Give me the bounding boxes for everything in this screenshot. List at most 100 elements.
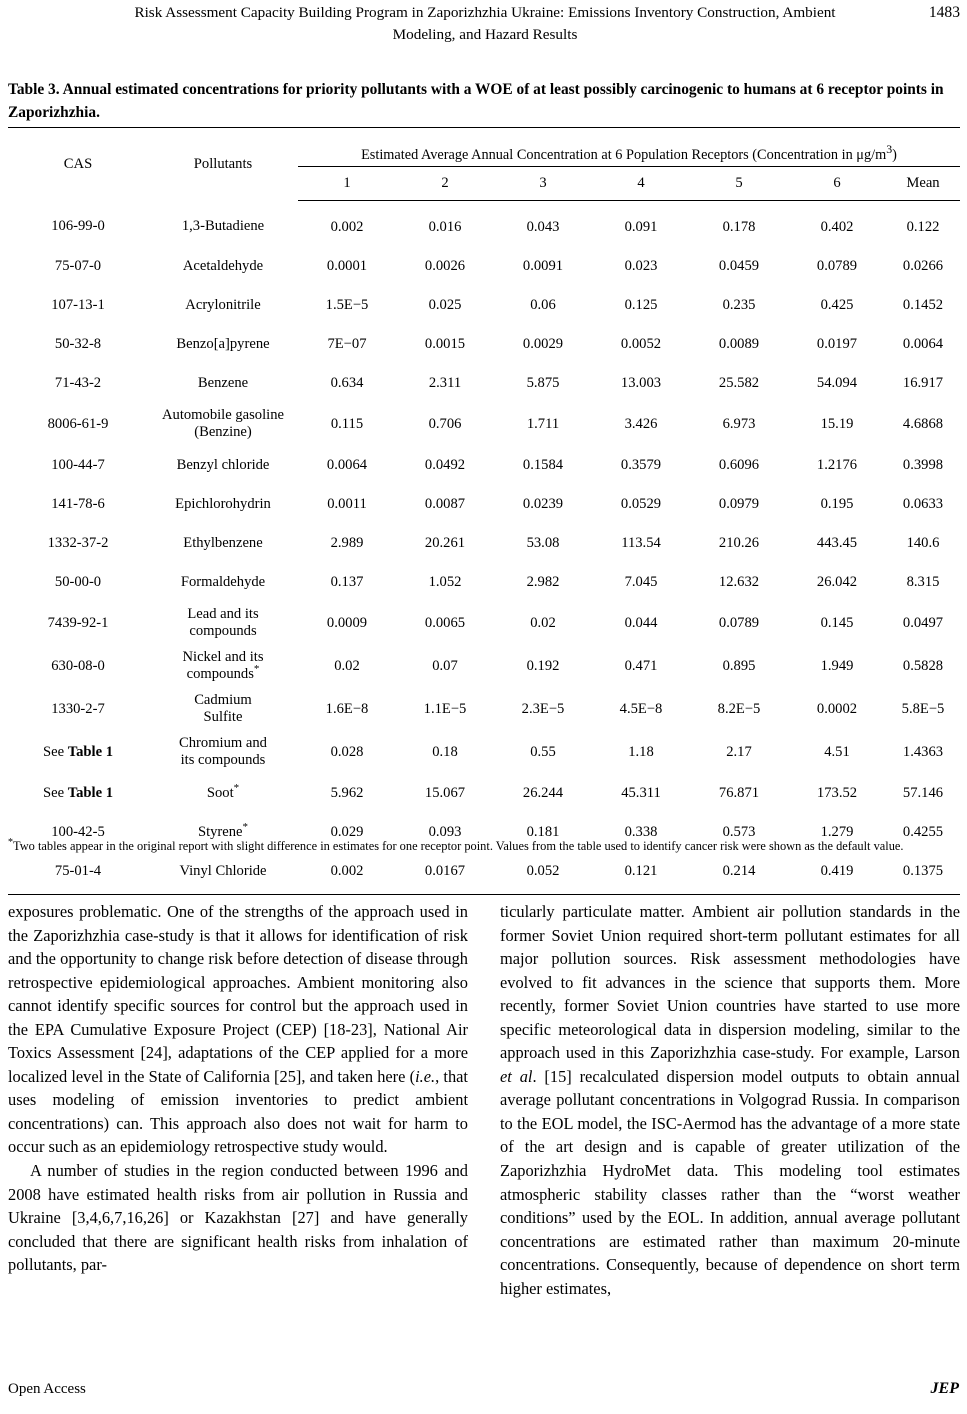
cell-receptor-4: 7.045 [624,573,658,590]
table-row: 100-44-7 Benzyl chloride 0.0064 0.0492 0.158… [8,445,960,484]
cell-receptor-4: 0.091 [624,218,658,235]
cell-pollutant: Cadmium Sulfite [148,687,298,730]
footnote-star-icon: * [233,781,240,794]
cell-receptor-2: 0.0087 [424,495,466,512]
column-header-pollutants: Pollutants [148,127,298,201]
cell-mean: 16.917 [902,374,944,391]
cell-mean: 0.0497 [902,614,944,631]
cas-prefix: See [42,743,68,760]
cell-receptor-5: 76.871 [718,784,760,801]
cell-pollutant: Soot* [148,773,298,812]
cas-table-reference: Table 1 [67,743,114,760]
table-row: 107-13-1 Acrylonitrile 1.5E−5 0.025 0.06 0.12… [8,285,960,324]
cell-mean: 0.5828 [902,657,944,674]
pollutant-name: Styrene* [197,820,249,840]
cell-receptor-1: 0.0064 [326,456,368,473]
footer-open-access: Open Access [8,1381,86,1397]
cell-receptor-2: 0.0015 [424,335,466,352]
cell-receptor-3: 2.982 [526,573,560,590]
cell-pollutant: Benzene [148,363,298,402]
table-row: 75-01-4 Vinyl Chloride 0.002 0.0167 0.052 0.1… [8,851,960,890]
cell-receptor-6: 0.0197 [816,335,858,352]
table-row: 7439-92-1 Lead and its compounds 0.0009 0.00… [8,601,960,644]
table-row: 1330-2-7 Cadmium Sulfite 1.6E−8 1.1E−5 2.3E−5… [8,687,960,730]
table-row: 50-32-8 Benzo[a]pyrene 7E−07 0.0015 0.0029 0.… [8,324,960,363]
cell-cas: 71-43-2 [54,374,102,391]
cell-receptor-3: 5.875 [526,374,560,391]
cell-receptor-2: 0.0065 [424,614,466,631]
cell-cas: 8006-61-9 [47,415,109,432]
cell-receptor-1: 0.028 [330,743,364,760]
cell-receptor-4: 4.5E−8 [619,700,663,717]
pollutant-name: Formaldehyde [180,573,266,590]
cell-mean: 0.0266 [902,257,944,274]
cell-receptor-1: 2.989 [330,534,364,551]
cell-pollutant: Lead and its compounds [148,601,298,644]
span-header-text: Estimated Average Annual Concentration a… [361,147,887,163]
cell-receptor-3: 26.244 [522,784,564,801]
cell-receptor-4: 1.18 [628,743,654,760]
cell-cas: 75-07-0 [54,257,102,274]
running-head-title: Risk Assessment Capacity Building Progra… [134,4,836,43]
cell-receptor-1: 0.002 [330,218,364,235]
cell-receptor-6: 0.419 [820,862,854,879]
cell-mean: 5.8E−5 [901,700,945,717]
pollutant-name: Nickel and its compounds* [182,648,264,682]
cell-receptor-3: 1.711 [526,415,560,432]
column-header-receptor-4: 4 [592,166,690,201]
column-header-receptor-3: 3 [494,166,592,201]
cell-receptor-6: 0.195 [820,495,854,512]
body-column-left: exposures problematic. One of the streng… [8,900,468,1277]
cell-receptor-1: 0.634 [330,374,364,391]
cell-pollutant: Acrylonitrile [148,285,298,324]
cell-receptor-6: 15.19 [820,415,854,432]
cell-receptor-5: 2.17 [726,743,752,760]
cell-receptor-6: 54.094 [816,374,858,391]
cell-receptor-2: 0.18 [432,743,458,760]
table-header: CAS Pollutants Estimated Average Annual … [8,127,960,201]
cell-receptor-4: 13.003 [620,374,662,391]
cell-receptor-1: 1.6E−8 [325,700,369,717]
cell-receptor-6: 1.279 [820,823,854,840]
column-header-receptor-6: 6 [788,166,886,201]
concentrations-table: CAS Pollutants Estimated Average Annual … [8,127,960,890]
column-header-mean: Mean [886,166,960,201]
cell-receptor-5: 0.0459 [718,257,760,274]
cell-pollutant: Epichlorohydrin [148,484,298,523]
cell-receptor-3: 0.192 [526,657,560,674]
cell-receptor-5: 8.2E−5 [717,700,761,717]
footnote-star-icon: * [253,662,260,675]
pollutant-name: Automobile gasoline (Benzine) [161,406,284,440]
cell-receptor-5: 0.895 [722,657,756,674]
pollutant-name: 1,3-Butadiene [181,218,265,235]
table-caption: Table 3. Annual estimated concentrations… [8,81,944,121]
pollutant-name: Chromium and its compounds [179,734,267,768]
table-row: 106-99-0 1,3-Butadiene 0.002 0.016 0.043 0.09… [8,201,960,247]
cell-cas: 141-78-6 [51,495,105,512]
cell-receptor-5: 210.26 [718,534,760,551]
running-head: Risk Assessment Capacity Building Progra… [0,0,967,48]
cell-mean: 57.146 [902,784,944,801]
footnote-star-icon: * [242,820,249,833]
header-row-span: CAS Pollutants Estimated Average Annual … [8,127,960,201]
cell-pollutant: Styrene* [148,812,298,851]
cell-mean: 1.4363 [902,743,944,760]
table-row: 8006-61-9 Automobile gasoline (Benzine) 0.1… [8,402,960,445]
paragraph-left-2: A number of studies in the region conduc… [8,1161,468,1275]
cell-receptor-2: 0.025 [428,296,462,313]
cell-cas: 107-13-1 [51,296,105,313]
cell-receptor-5: 0.235 [722,296,756,313]
paragraph-left-1: exposures problematic. One of the streng… [8,900,468,1159]
cell-receptor-2: 0.0167 [424,862,466,879]
page-number: 1483 [928,4,960,21]
paragraph-right-1: ticularly particulate matter. Ambient ai… [500,900,960,1300]
cell-pollutant: Chromium and its compounds [148,730,298,773]
cell-cas: See Table 1 [8,730,148,773]
span-header-exponent: 3 [886,142,893,157]
cell-receptor-5: 0.0089 [718,335,760,352]
cell-receptor-4: 0.121 [624,862,658,879]
cell-mean: 140.6 [906,534,940,551]
cell-receptor-3: 0.55 [530,743,556,760]
cell-receptor-1: 5.962 [330,784,364,801]
cell-pollutant: Automobile gasoline (Benzine) [148,402,298,445]
